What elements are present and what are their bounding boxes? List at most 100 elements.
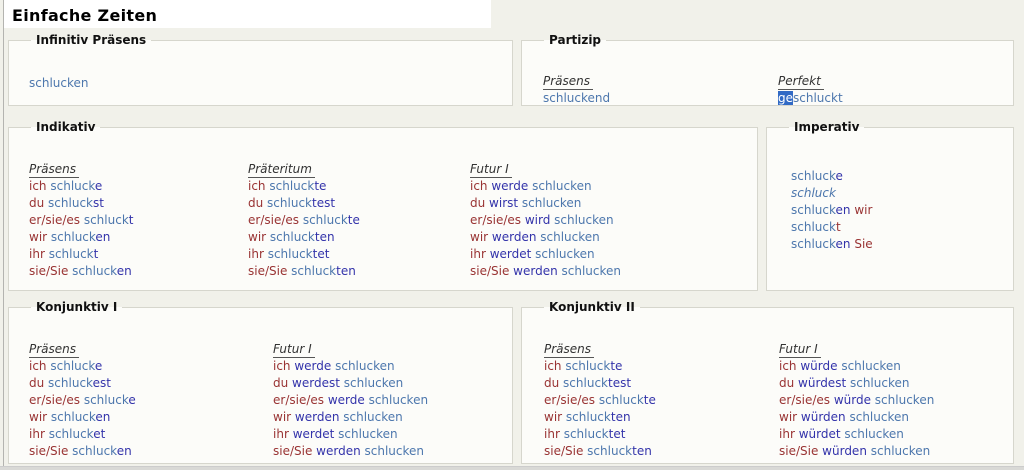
verb-form-segment: ten [632, 444, 652, 458]
verb-form-segment: du [273, 376, 293, 390]
column-header: Futur I [273, 341, 428, 358]
conjugation-row: schlucken [29, 75, 89, 92]
conjugation-row: wir werden schlucken [470, 229, 621, 246]
conjugation-row: er/sie/es schluckt [29, 212, 134, 229]
verb-form-segment: schluck [791, 169, 836, 183]
verb-form-segment: schluck [791, 237, 836, 251]
verb-form-segment: du [248, 196, 268, 210]
indikativ-praeteritum-column: Präteritum ich schluckte du schlucktest er… [248, 161, 360, 280]
verb-form-segment: wir [248, 230, 270, 244]
conjugation-row: du schlucktest [544, 375, 656, 392]
verb-form-segment: schlucken [528, 179, 592, 193]
verb-form-segment: schlucken [846, 376, 910, 390]
verb-form-segment: ihr [470, 247, 490, 261]
conjugation-row: sie/Sie schlucken [29, 443, 136, 460]
conjugation-row: sie/Sie schluckten [248, 263, 360, 280]
verb-form-segment: wir [470, 230, 492, 244]
verb-form-segment: schluckt [793, 91, 843, 105]
conjugation-row: schluckt [791, 219, 873, 236]
indikativ-praeteritum-forms: ich schluckte du schlucktest er/sie/es sch… [248, 178, 360, 280]
konjunktiv-ii-box: Konjunktiv II Präsens ich schluckte du sc… [521, 300, 1014, 464]
verb-form-segment: ich [544, 359, 566, 373]
verb-form-segment: wir [779, 410, 801, 424]
verb-form-segment: schlucken [29, 76, 89, 90]
konjunktiv-ii-legend: Konjunktiv II [549, 300, 635, 314]
verb-form-segment: schlucken [557, 264, 622, 278]
conjugation-row: ich schlucke [29, 358, 136, 375]
konjunktiv-i-praesens-column: Präsens ich schlucke du schluckest er/sie/… [29, 341, 136, 460]
verb-form-segment: schlucken [339, 376, 404, 390]
conjugation-row: ihr werdet schlucken [273, 426, 428, 443]
verb-form-segment: schluck [72, 444, 117, 458]
verb-form-segment: schluck [565, 359, 611, 373]
conjugation-row: wir schlucken [29, 409, 136, 426]
verb-form-segment: werde [327, 393, 365, 407]
verb-form-segment: werden [294, 410, 340, 424]
verb-form-segment: schlucken [360, 444, 425, 458]
bottom-window-edge [0, 466, 1024, 470]
conjugation-row: er/sie/es werde schlucken [273, 392, 428, 409]
conjugation-row: schlucken wir [791, 202, 873, 219]
indikativ-futur1-column: Futur I ich werde schlucken du wirst schl… [470, 161, 621, 280]
conjugation-row: schluck [791, 185, 873, 202]
verb-form-segment: schluckend [543, 91, 611, 105]
verb-form-segment: schluck [50, 359, 95, 373]
verb-form-segment: er/sie/es [248, 213, 303, 227]
konjunktiv-ii-praesens-column: Präsens ich schluckte du schlucktest er/si… [544, 341, 656, 460]
verb-form-segment: würde [800, 359, 838, 373]
verb-form-segment: wir [29, 230, 51, 244]
verb-form-segment: du [779, 376, 799, 390]
column-header: Präsens [544, 341, 656, 358]
verb-form-segment: du [29, 196, 49, 210]
verb-form-segment: schluck [587, 444, 633, 458]
verb-form-segment: würde [833, 393, 871, 407]
conjugation-row: er/sie/es schlucke [29, 392, 136, 409]
verb-form-segment: te [610, 359, 623, 373]
verb-form-segment: werdet [489, 247, 532, 261]
verb-form-segment: schlucken [845, 410, 909, 424]
verb-form-segment: ihr [273, 427, 293, 441]
verb-form-segment: schluck [791, 220, 836, 234]
konjunktiv-i-futur1-column: Futur I ich werde schlucken du werdest sc… [273, 341, 428, 460]
konjunktiv-ii-futur1-header: Futur I [779, 342, 821, 358]
column-header: Präsens [29, 341, 136, 358]
verb-form-segment: tet [608, 427, 626, 441]
verb-form-segment: schlucken [550, 213, 614, 227]
verb-form-segment: wir [273, 410, 295, 424]
verb-form-segment: schluck [565, 410, 611, 424]
partizip-praesens-forms: schluckend [543, 90, 610, 107]
konjunktiv-ii-futur1-forms: ich würde schlucken du würdest schlucken e… [779, 358, 934, 460]
conjugation-row: ihr würdet schlucken [779, 426, 934, 443]
verb-form-segment: wird [524, 213, 551, 227]
partizip-perfekt-header: Perfekt [778, 74, 824, 90]
verb-form-segment: te [314, 179, 327, 193]
conjugation-row: du schlucktest [248, 195, 360, 212]
conjugation-row: wir schlucken [29, 229, 134, 246]
verb-form-segment: er/sie/es [29, 213, 84, 227]
verb-form-segment: schluck [83, 213, 129, 227]
verb-form-segment: schlucken [840, 427, 904, 441]
verb-form-segment: sie/Sie [29, 444, 73, 458]
selected-text-ge: ge [778, 91, 793, 105]
verb-form-segment: en [835, 203, 851, 217]
verb-form-segment: schluck [83, 393, 129, 407]
verb-form-segment: schlucken [870, 393, 935, 407]
verb-form-segment: ten [314, 230, 335, 244]
conjugation-row: du würdest schlucken [779, 375, 934, 392]
verb-form-segment: ten [610, 410, 631, 424]
verb-form-segment: ihr [29, 247, 49, 261]
column-header: Präteritum [248, 161, 360, 178]
verb-form-segment: en [95, 230, 111, 244]
infinitiv-praesens-legend: Infinitiv Präsens [36, 33, 147, 47]
indikativ-praeteritum-header: Präteritum [248, 162, 315, 178]
conjugation-row: wir werden schlucken [273, 409, 428, 426]
verb-form-segment: schluck [269, 230, 315, 244]
conjugation-row: ich schlucke [29, 178, 134, 195]
conjugation-row: ihr schlucket [29, 426, 136, 443]
konjunktiv-i-legend: Konjunktiv I [36, 300, 118, 314]
verb-form-segment: ich [779, 359, 801, 373]
verb-form-segment: test [608, 376, 632, 390]
verb-form-segment: t [835, 220, 841, 234]
verb-form-segment: en [116, 264, 132, 278]
verb-form-segment: ten [336, 264, 356, 278]
